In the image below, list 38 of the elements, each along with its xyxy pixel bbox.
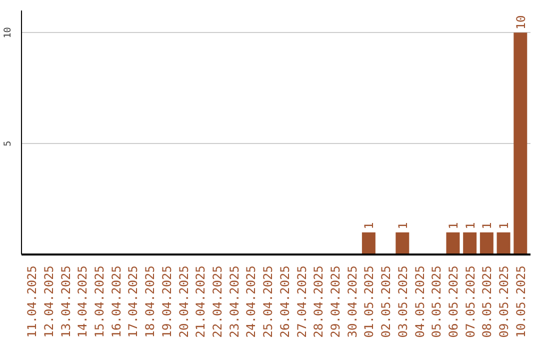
x-tick-label: 25.04.2025 xyxy=(261,265,276,338)
x-tick-label: 15.04.2025 xyxy=(92,265,107,338)
data-label: 1 xyxy=(463,222,478,230)
x-tick-label: 18.04.2025 xyxy=(143,265,158,338)
x-tick-label: 16.04.2025 xyxy=(109,265,124,338)
x-tick-label: 19.04.2025 xyxy=(160,265,174,338)
x-tick-label: 04.05.2025 xyxy=(412,265,427,338)
data-label: 1 xyxy=(497,222,512,230)
x-tick-label: 22.04.2025 xyxy=(210,265,225,338)
x-tick-label: 28.04.2025 xyxy=(312,265,326,338)
data-label: 1 xyxy=(362,222,376,230)
x-tick-label: 02.05.2025 xyxy=(379,265,394,338)
x-tick-label: 12.04.2025 xyxy=(42,265,56,338)
x-tick-label: 21.04.2025 xyxy=(194,265,208,338)
x-tick-label: 30.04.2025 xyxy=(345,265,360,338)
data-label: 1 xyxy=(446,222,460,230)
x-tick-label: 13.04.2025 xyxy=(58,265,73,338)
x-tick-label: 23.04.2025 xyxy=(227,265,242,338)
x-tick-label: 20.04.2025 xyxy=(176,265,191,338)
x-tick-label: 09.05.2025 xyxy=(497,265,512,338)
x-tick-label: 05.05.2025 xyxy=(430,265,444,338)
x-tick-label: 08.05.2025 xyxy=(480,265,494,338)
data-label: 1 xyxy=(480,222,494,230)
x-tick-label: 10.05.2025 xyxy=(514,265,528,338)
x-tick-label: 07.05.2025 xyxy=(463,265,478,338)
x-tick-label: 27.04.2025 xyxy=(294,265,309,338)
x-tick-label: 11.04.2025 xyxy=(25,265,40,338)
x-tick-label: 03.05.2025 xyxy=(396,265,410,338)
x-tick-label: 14.04.2025 xyxy=(76,265,90,338)
x-tick-label: 17.04.2025 xyxy=(126,265,140,338)
x-tick-label: 29.04.2025 xyxy=(328,265,342,338)
x-tick-label: 01.05.2025 xyxy=(362,265,376,338)
data-label: 10 xyxy=(514,15,528,30)
x-tick-label: 26.04.2025 xyxy=(278,265,292,338)
y-tick-label: 5 xyxy=(2,140,14,146)
x-tick-label: 24.04.2025 xyxy=(244,265,258,338)
x-tick-label: 06.05.2025 xyxy=(446,265,460,338)
data-label: 1 xyxy=(396,222,410,230)
